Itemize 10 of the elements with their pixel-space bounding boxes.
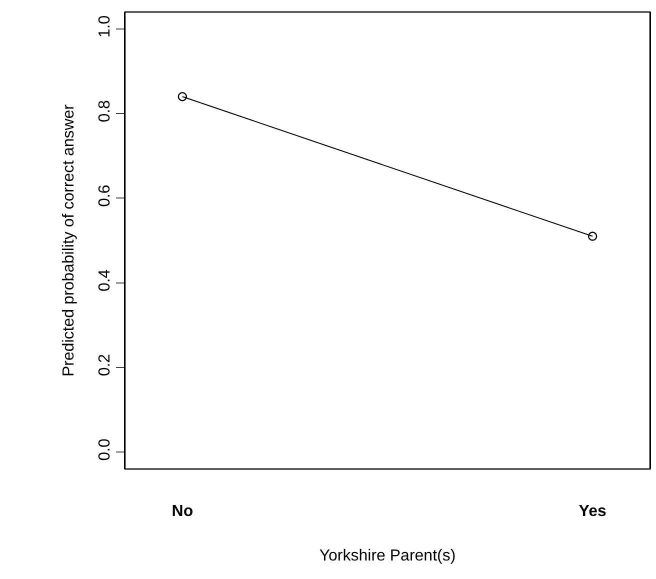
y-tick-label: 0.6	[96, 184, 114, 207]
y-tick-label: 0.2	[96, 354, 114, 376]
y-tick-label: 0.0	[96, 438, 114, 461]
x-tick-label: No	[172, 503, 194, 520]
y-tick-label: 1.0	[96, 15, 114, 38]
x-axis-title: Yorkshire Parent(s)	[319, 548, 456, 565]
y-tick-label: 0.4	[96, 269, 114, 292]
y-tick-label: 0.8	[96, 100, 114, 122]
x-tick-label: Yes	[578, 503, 606, 520]
y-axis-title: Predicted probability of correct answer	[60, 104, 78, 377]
